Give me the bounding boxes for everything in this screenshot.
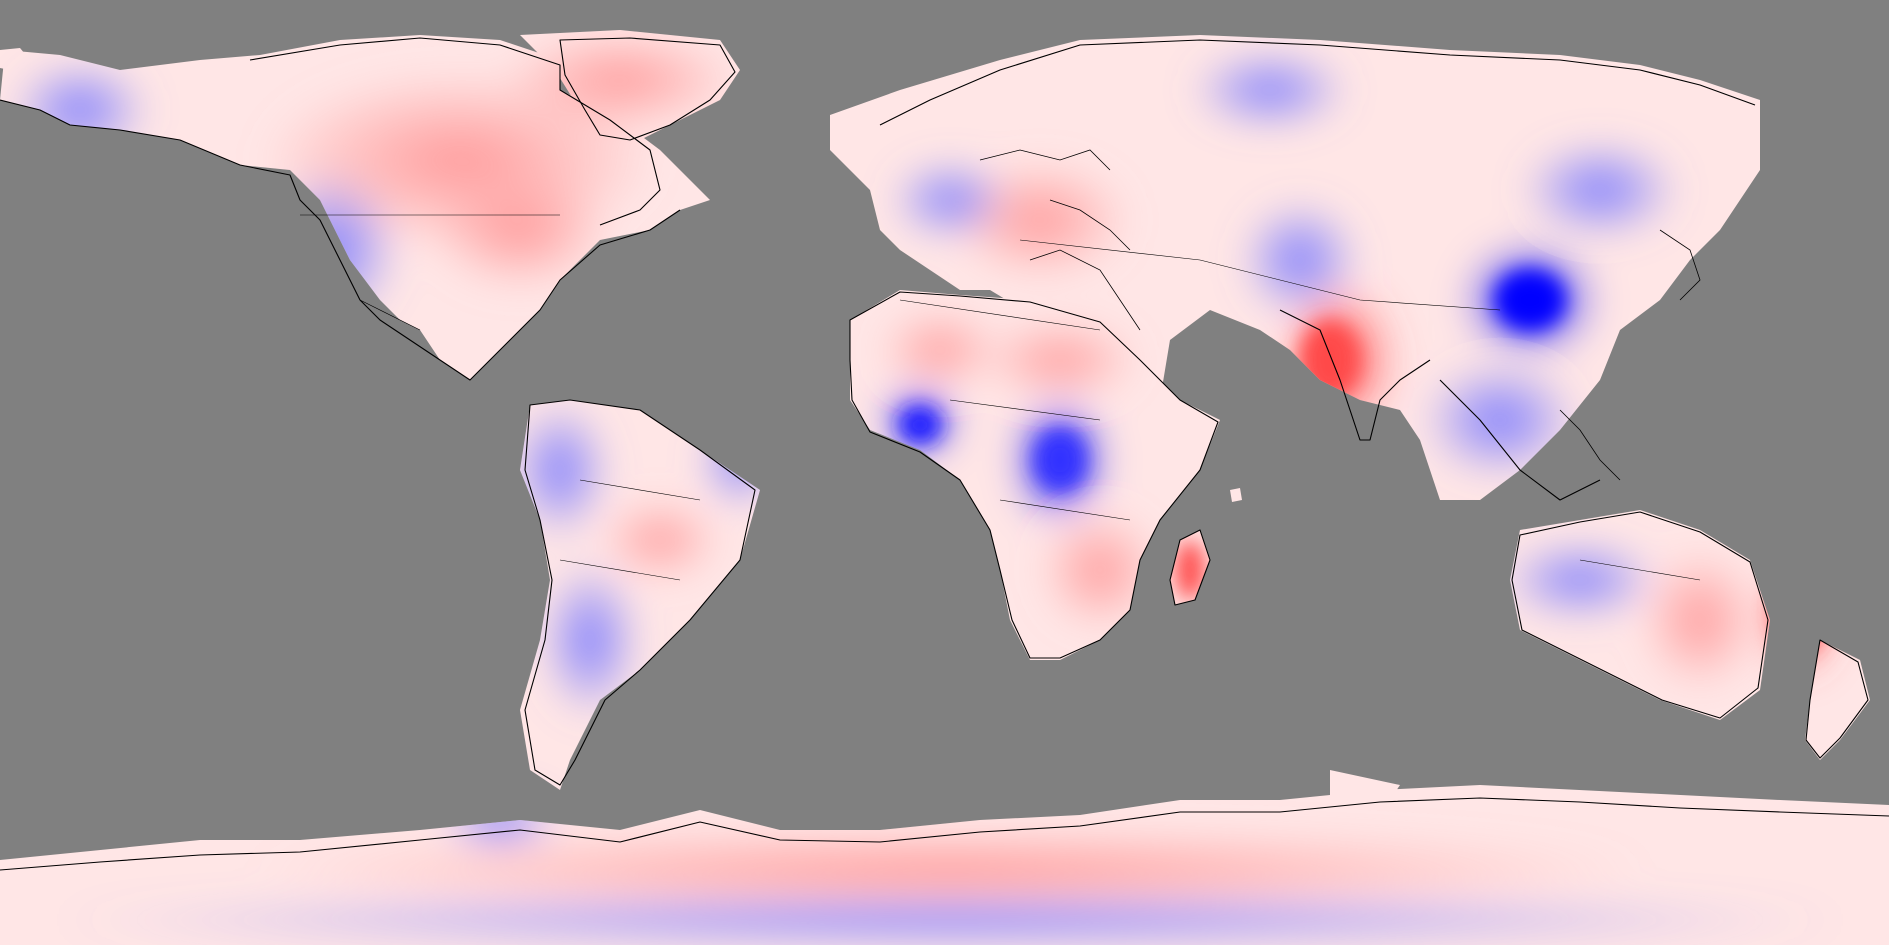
coastlines (0, 37, 1889, 871)
country-borders (300, 214, 1701, 581)
